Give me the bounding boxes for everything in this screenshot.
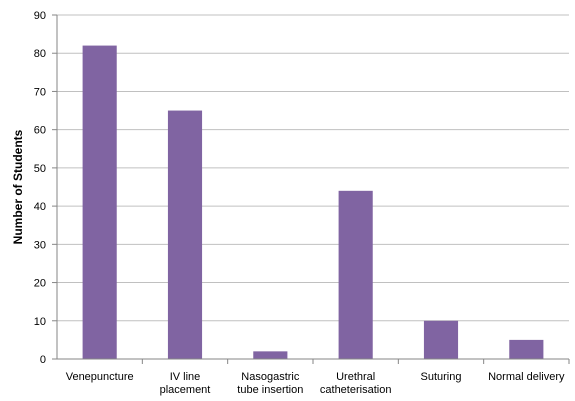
y-tick-label: 70 bbox=[34, 86, 46, 98]
y-tick-label: 60 bbox=[34, 125, 46, 137]
y-tick-label: 80 bbox=[34, 48, 46, 60]
bar bbox=[338, 190, 373, 359]
bar bbox=[253, 351, 288, 359]
y-tick-label: 0 bbox=[40, 354, 46, 366]
x-category-label: Venepuncture bbox=[66, 371, 134, 383]
bar bbox=[167, 110, 203, 359]
x-category-labels: Venepuncture IV line placement Nasogastric t… bbox=[66, 371, 565, 396]
x-category-label: Urethral catheterisation bbox=[320, 371, 392, 396]
x-category-label: Nasogastric tube insertion bbox=[237, 371, 303, 396]
gridlines bbox=[57, 14, 569, 322]
bars bbox=[82, 45, 544, 359]
y-tick-label: 20 bbox=[34, 278, 46, 290]
bar bbox=[509, 339, 544, 359]
x-category-label: IV line placement bbox=[160, 371, 211, 396]
y-tick-label: 50 bbox=[34, 163, 46, 175]
x-category-label: Suturing bbox=[421, 371, 462, 383]
y-tick-label: 10 bbox=[34, 316, 46, 328]
y-tick-label: 90 bbox=[34, 10, 46, 22]
y-axis-title: Number of Students bbox=[11, 129, 25, 244]
y-tick-label: 30 bbox=[34, 239, 46, 251]
y-tick-label: 40 bbox=[34, 201, 46, 213]
x-category-label: Normal delivery bbox=[488, 371, 565, 383]
y-tick-labels: 0 10 20 30 40 50 60 70 80 90 bbox=[34, 10, 46, 366]
axes bbox=[52, 14, 570, 364]
bar bbox=[423, 320, 459, 359]
bar bbox=[82, 45, 117, 359]
